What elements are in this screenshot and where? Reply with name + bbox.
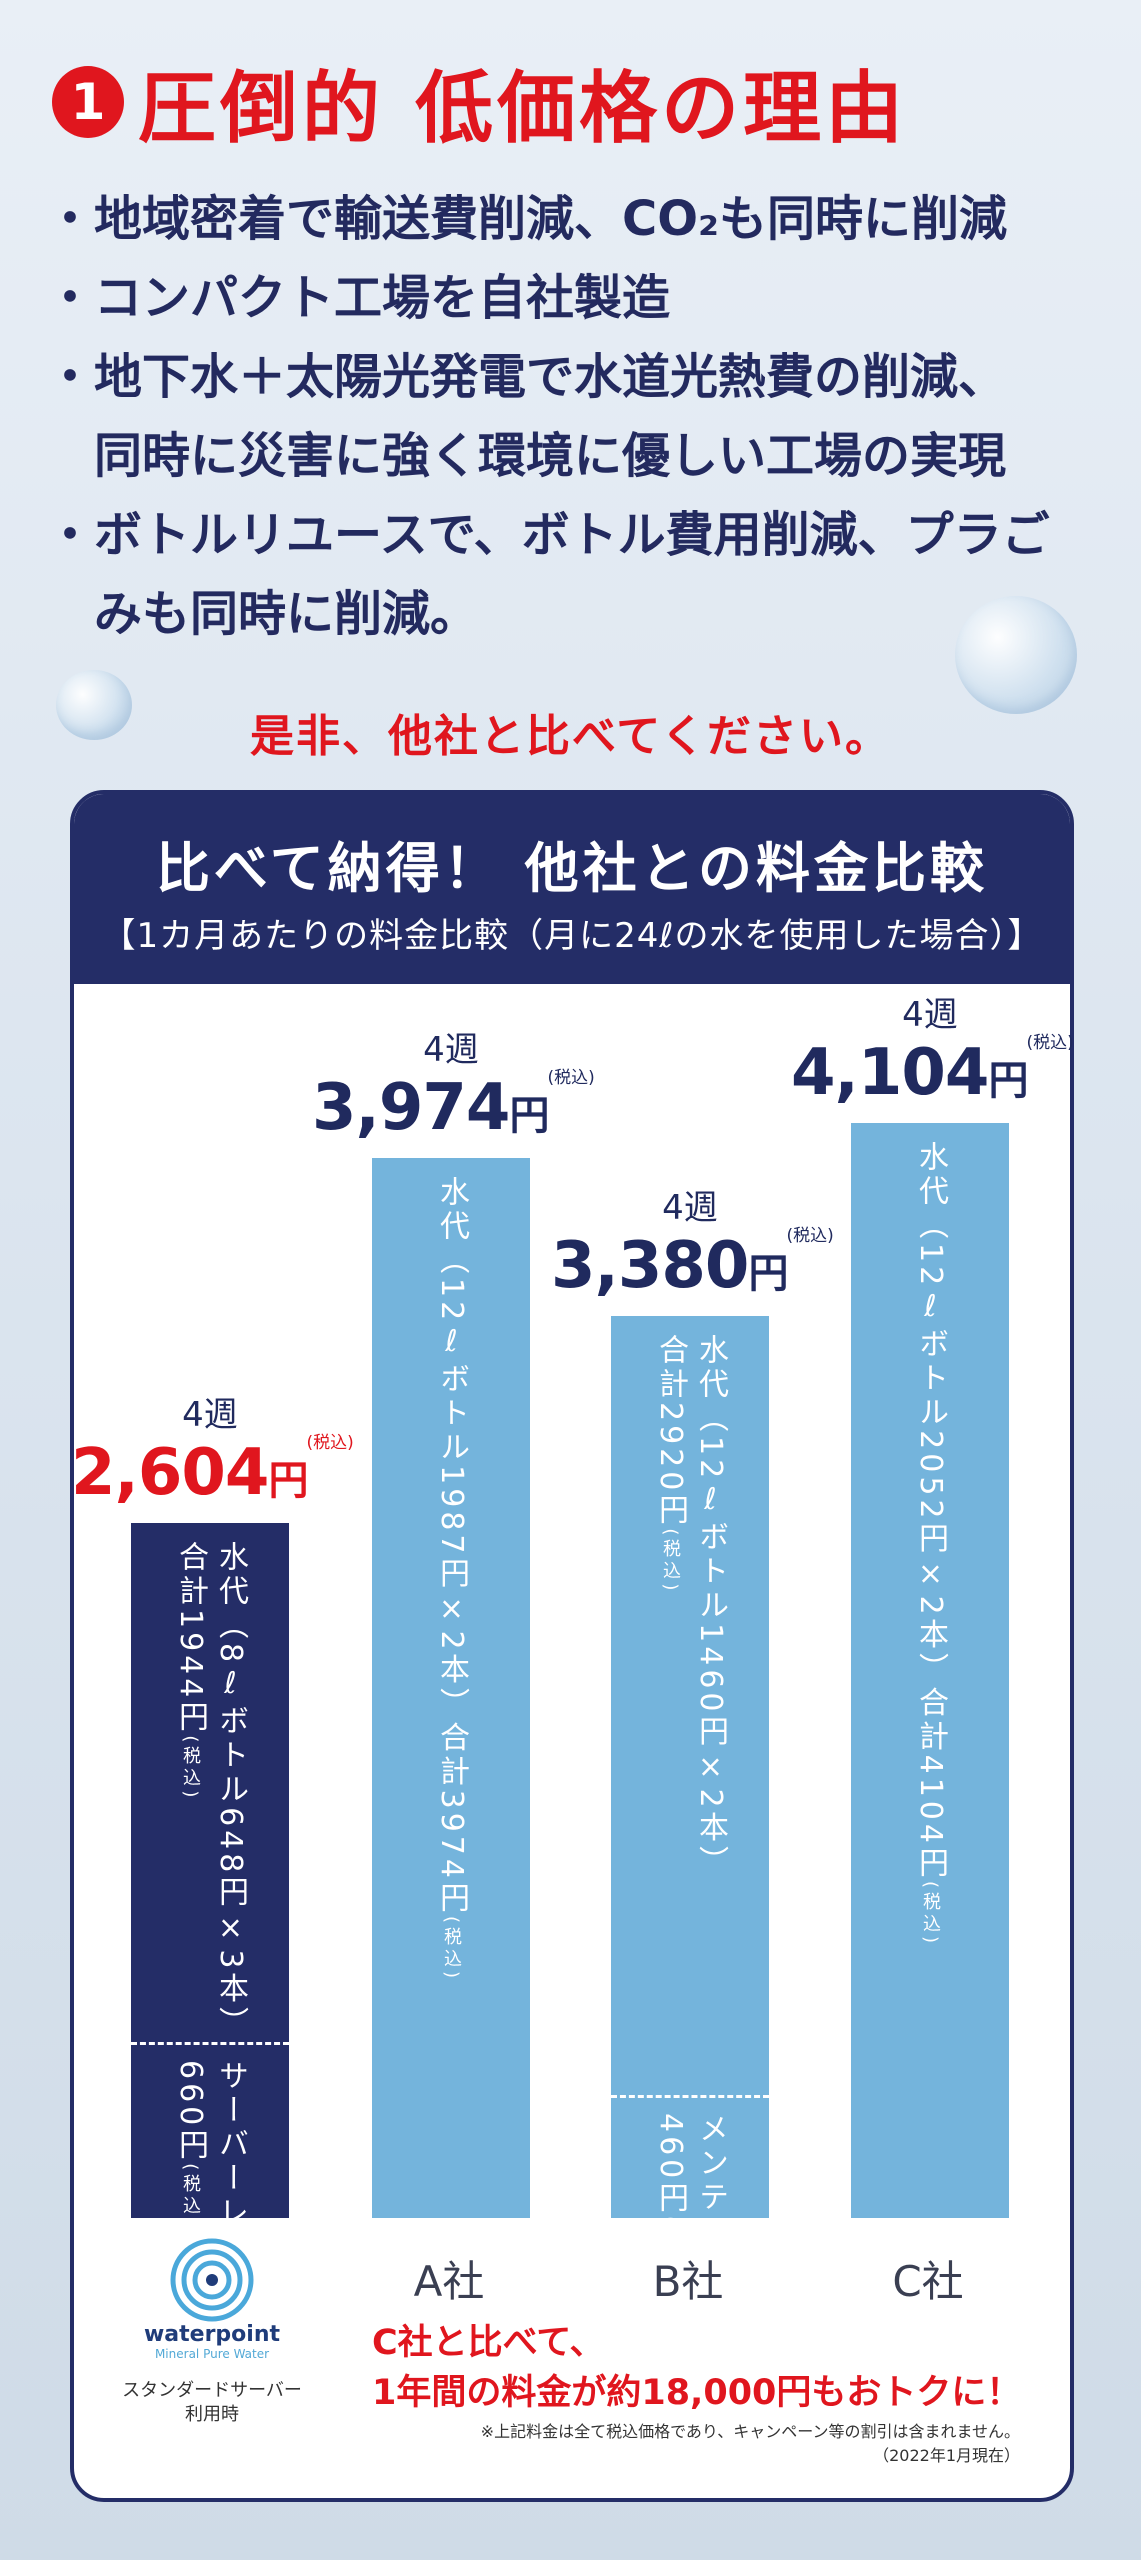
water-drop-icon bbox=[56, 670, 132, 740]
compare-message: 是非、他社と比べてください。 bbox=[250, 711, 891, 762]
category-label-b: B社 bbox=[652, 2257, 724, 2306]
segment-divider bbox=[131, 2042, 289, 2045]
segment-divider bbox=[611, 2095, 769, 2098]
bar-waterpoint: 水代（8ℓボトル648円×3本） 合計1944円(税込) サーバーレンタル料 66… bbox=[131, 1523, 289, 2366]
segment-label: メンテナンス料 460円(税込) bbox=[653, 2113, 728, 2351]
bar-c: 水代（12ℓボトル2052円×2本）合計4104円(税込) bbox=[851, 1123, 1009, 2218]
panel-title: 比べて納得！ 他社との料金比較 bbox=[155, 837, 989, 900]
price-label-waterpoint: 4週 2,604円(税込) bbox=[71, 1395, 354, 1510]
segment-label: 水代（12ℓボトル2052円×2本）合計4104円(税込) bbox=[913, 1141, 948, 1948]
segment-label: 水代（12ℓボトル1987円×2本）合計3974円(税込) bbox=[434, 1176, 469, 1983]
water-drop-icon bbox=[955, 596, 1077, 714]
number-badge: 1 bbox=[52, 66, 124, 138]
reason-item: ボトルリユースで、ボトル費用削減、プラご みも同時に削減。 bbox=[46, 496, 1090, 654]
saving-message: C社と比べて、 1年間の料金が約18,000円もおトクに！ bbox=[372, 2323, 1022, 2413]
brand-tagline: Mineral Pure Water bbox=[154, 2347, 270, 2361]
bar-a: 水代（12ℓボトル1987円×2本）合計3974円(税込) bbox=[372, 1158, 530, 2218]
reason-item: 地下水＋太陽光発電で水道光熱費の削減、 同時に災害に強く環境に優しい工場の実現 bbox=[46, 338, 1090, 496]
brand-name: waterpoint bbox=[143, 2322, 281, 2347]
segment-label: 水代（12ℓボトル1460円×2本） 合計2920円(税込) bbox=[653, 1334, 728, 1880]
panel-header: 比べて納得！ 他社との料金比較 【1カ月あたりの料金比較（月に24ℓの水を使用し… bbox=[74, 794, 1070, 984]
price-label-c: 4週 4,104円(税込) bbox=[791, 995, 1074, 1110]
price-label-a: 4週 3,974円(税込) bbox=[312, 1030, 595, 1145]
price-label-b: 4週 3,380円(税込) bbox=[551, 1188, 834, 1303]
reason-item: 地域密着で輸送費削減、CO₂も同時に削減 bbox=[46, 180, 1090, 259]
segment-label: サーバーレンタル料 660円(税込) bbox=[173, 2060, 248, 2366]
footnote: ※上記料金は全て税込価格であり、キャンペーン等の割引は含まれません。 （2022… bbox=[480, 2422, 1020, 2465]
reason-item: コンパクト工場を自社製造 bbox=[46, 259, 1090, 338]
page-heading: 1 圧倒的 低価格の理由 bbox=[52, 52, 907, 154]
waterpoint-brand: waterpoint Mineral Pure Water スタンダードサーバー… bbox=[112, 2238, 312, 2427]
waterpoint-logo-icon bbox=[170, 2238, 254, 2322]
panel-subtitle: 【1カ月あたりの料金比較（月に24ℓの水を使用した場合）】 bbox=[101, 916, 1043, 956]
bar-b: 水代（12ℓボトル1460円×2本） 合計2920円(税込) メンテナンス料 46… bbox=[611, 1316, 769, 2351]
category-label-a: A社 bbox=[413, 2257, 485, 2306]
brand-plan-label: スタンダードサーバー 利用時 bbox=[122, 2380, 302, 2425]
category-label-c: C社 bbox=[892, 2257, 964, 2306]
segment-label: 水代（8ℓボトル648円×3本） 合計1944円(税込) bbox=[173, 1541, 248, 2041]
reasons-list: 地域密着で輸送費削減、CO₂も同時に削減 コンパクト工場を自社製造 地下水＋太陽… bbox=[46, 180, 1090, 654]
heading-title: 圧倒的 低価格の理由 bbox=[138, 64, 908, 154]
